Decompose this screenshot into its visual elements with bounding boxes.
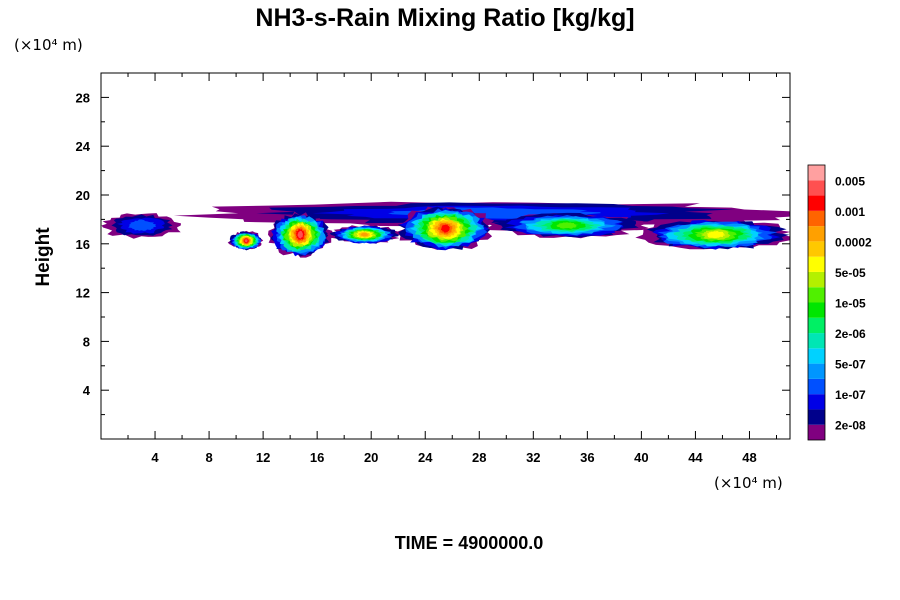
x-tick-label: 4 xyxy=(151,450,159,465)
y-axis-unit: (×10⁴ m) xyxy=(14,36,83,54)
cloud-region xyxy=(487,212,649,239)
y-tick-label: 12 xyxy=(76,286,90,301)
time-footer: TIME = 4900000.0 xyxy=(395,533,544,553)
x-tick-label: 44 xyxy=(688,450,703,465)
y-tick-label: 24 xyxy=(76,139,91,154)
colorbar-label: 2e-06 xyxy=(835,327,866,341)
y-axis-label: Height xyxy=(33,227,54,287)
colorbar-swatch xyxy=(808,226,825,242)
contour-level xyxy=(128,219,157,231)
colorbar-swatch xyxy=(808,195,825,211)
x-axis-unit: (×10⁴ m) xyxy=(714,474,783,492)
colorbar-swatch xyxy=(808,409,825,425)
contour-level xyxy=(556,222,579,229)
x-tick-label: 36 xyxy=(580,450,594,465)
colorbar-swatch xyxy=(808,378,825,395)
x-tick-label: 40 xyxy=(634,450,648,465)
cloud-region xyxy=(227,230,264,251)
cloud-region xyxy=(327,224,401,244)
colorbar-swatch xyxy=(808,424,825,440)
colorbar: 2e-08 1e-07 5e-07 2e-06 1e-05 5e-05 0.0002 0.00… xyxy=(807,164,872,441)
colorbar-swatch xyxy=(808,333,825,349)
y-tick-label: 8 xyxy=(83,334,90,349)
colorbar-swatch xyxy=(808,256,825,272)
x-tick-label: 48 xyxy=(742,450,756,465)
cloud-region xyxy=(268,211,334,258)
colorbar-label: 5e-05 xyxy=(835,266,866,280)
y-tick-label: 4 xyxy=(83,383,91,398)
cloud-region xyxy=(101,213,181,239)
contour-level xyxy=(706,230,726,239)
colorbar-swatch xyxy=(808,363,825,379)
x-tick-label: 20 xyxy=(364,450,378,465)
x-tick-label: 16 xyxy=(310,450,324,465)
colorbar-label: 1e-05 xyxy=(835,297,866,311)
x-axis: 4 8 12 16 20 24 28 32 36 40 44 48 xyxy=(127,73,777,465)
x-tick-label: 28 xyxy=(472,450,486,465)
colorbar-swatch xyxy=(808,394,825,410)
colorbar-swatch xyxy=(808,165,825,181)
colorbar-swatch xyxy=(808,348,825,364)
colorbar-swatch xyxy=(808,210,825,227)
cloud-region xyxy=(394,206,495,251)
x-tick-label: 24 xyxy=(418,450,433,465)
colorbar-swatch xyxy=(808,317,825,334)
y-axis: 4 8 12 16 20 24 28 xyxy=(76,90,790,416)
contour-level xyxy=(440,224,451,233)
x-tick-label: 32 xyxy=(526,450,540,465)
colorbar-label: 2e-08 xyxy=(835,419,866,433)
colorbar-label: 0.005 xyxy=(835,174,865,188)
y-tick-label: 28 xyxy=(76,90,90,105)
plot-frame xyxy=(100,72,791,440)
x-tick-label: 12 xyxy=(256,450,270,465)
colorbar-swatch xyxy=(808,271,825,288)
colorbar-swatch xyxy=(808,241,825,257)
contour-level xyxy=(244,239,248,243)
chart-title: NH3-s-Rain Mixing Ratio [kg/kg] xyxy=(255,4,634,32)
colorbar-label: 5e-07 xyxy=(835,358,866,372)
colorbar-label: 1e-07 xyxy=(835,388,866,402)
colorbar-frame xyxy=(807,164,826,441)
colorbar-swatch xyxy=(808,287,825,303)
colorbar-swatch xyxy=(808,302,825,318)
colorbar-label: 0.001 xyxy=(835,205,865,219)
contour-level xyxy=(360,232,369,237)
cloud-region xyxy=(635,218,790,250)
colorbar-label: 0.0002 xyxy=(835,235,872,249)
x-tick-label: 8 xyxy=(205,450,212,465)
y-tick-label: 16 xyxy=(76,237,90,252)
y-tick-label: 20 xyxy=(76,188,90,203)
contour-field xyxy=(101,201,790,258)
contour-level xyxy=(297,230,303,239)
colorbar-swatch xyxy=(808,180,825,196)
